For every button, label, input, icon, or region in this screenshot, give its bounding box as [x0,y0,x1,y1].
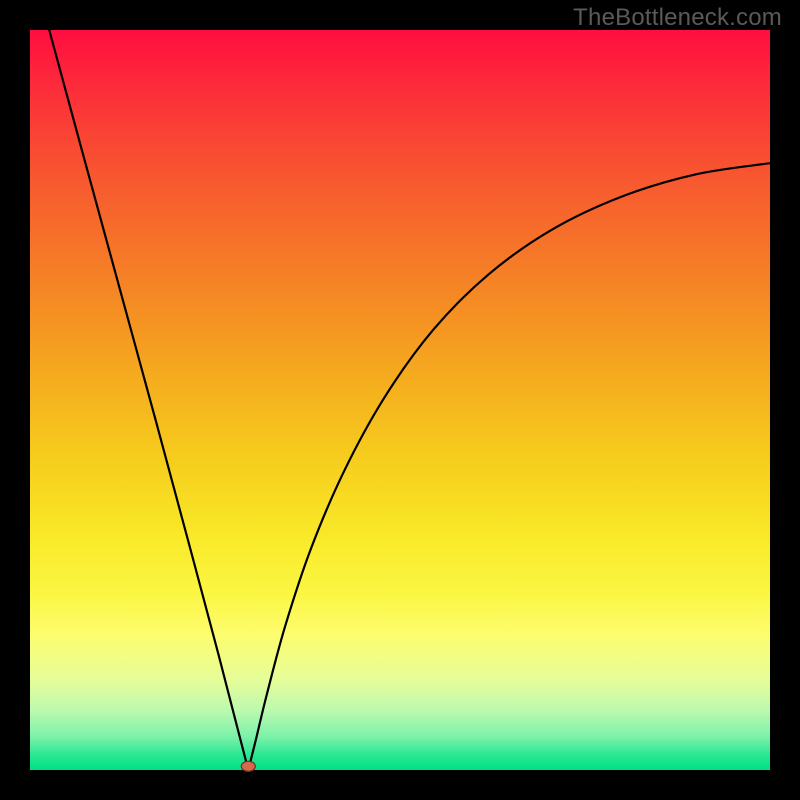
gradient-background [30,30,770,770]
minimum-marker [241,761,255,771]
chart-container: TheBottleneck.com [0,0,800,800]
bottleneck-chart [0,0,800,800]
